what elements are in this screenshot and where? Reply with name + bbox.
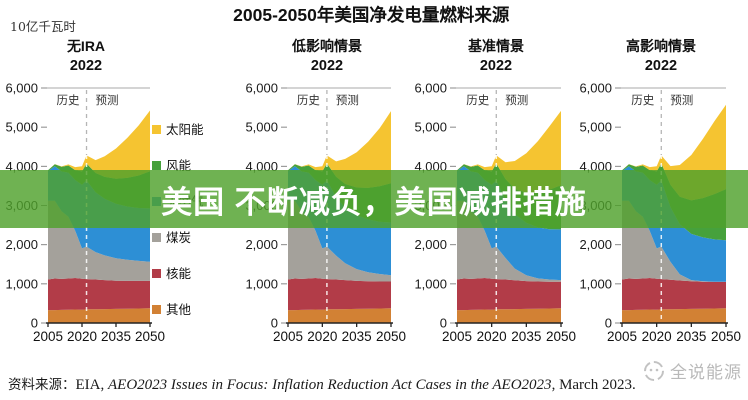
- headline-overlay-text: 美国 不断减负，美国减排措施: [161, 184, 587, 220]
- x-tick-label: 2035: [511, 329, 541, 344]
- source-line: 资料来源：EIA, AEO2023 Issues in Focus: Infla…: [8, 373, 748, 394]
- area-solar: [48, 110, 150, 179]
- watermark-text: 全说能源: [670, 363, 742, 382]
- area-nuclear: [48, 278, 150, 311]
- divider-year-label: 2022: [310, 58, 344, 74]
- y-tick-label: 1,000: [245, 276, 278, 291]
- x-tick-label: 2020: [477, 329, 507, 344]
- y-tick-label: 2,000: [245, 237, 278, 252]
- x-tick-label: 2035: [342, 329, 372, 344]
- legend-swatch-wind: [152, 161, 161, 170]
- history-label: 历史: [631, 94, 654, 107]
- y-tick-label: 0: [31, 316, 38, 331]
- area-other: [457, 308, 561, 323]
- y-axis-unit-label: 10亿千瓦时: [10, 19, 76, 34]
- area-nuclear: [288, 278, 391, 311]
- x-tick-label: 2050: [546, 329, 576, 344]
- forecast-label: 预测: [96, 94, 119, 107]
- legend-label-solar: 太阳能: [166, 122, 204, 137]
- y-tick-label: 5,000: [5, 120, 38, 135]
- forecast-label: 预测: [336, 94, 359, 107]
- panel-title-low-uptake: 低影响情景: [292, 38, 362, 54]
- y-tick-label: 0: [605, 316, 612, 331]
- x-tick-label: 2005: [607, 329, 637, 344]
- y-tick-label: 6,000: [245, 81, 278, 96]
- x-tick-label: 2035: [101, 329, 131, 344]
- history-label: 历史: [297, 94, 320, 107]
- legend-label-wind: 风能: [166, 159, 192, 173]
- area-coal: [288, 200, 391, 282]
- area-solar: [288, 111, 391, 188]
- y-tick-label: 6,000: [579, 81, 612, 96]
- watermark-logo-icon: [644, 360, 664, 381]
- legend-swatch-solar: [152, 125, 161, 134]
- divider-year-label: 2022: [69, 58, 103, 74]
- area-other: [288, 308, 391, 323]
- x-tick-label: 2005: [33, 329, 63, 344]
- legend-label-nuclear: 核能: [166, 267, 192, 281]
- x-tick-label: 2005: [442, 329, 472, 344]
- x-tick-label: 2020: [67, 329, 97, 344]
- area-nuclear: [457, 278, 561, 311]
- x-tick-label: 2005: [273, 329, 303, 344]
- y-tick-label: 5,000: [414, 120, 447, 135]
- y-tick-label: 2,000: [579, 237, 612, 252]
- x-tick-label: 2020: [307, 329, 337, 344]
- divider-year-label: 2022: [644, 58, 678, 74]
- watermark: 全说能源: [642, 358, 742, 383]
- x-tick-label: 2050: [711, 329, 741, 344]
- area-coal: [457, 200, 561, 282]
- source-suffix: , March 2023.: [551, 377, 636, 393]
- panel-title-high-uptake: 高影响情景: [626, 38, 696, 54]
- area-other: [48, 308, 150, 323]
- y-tick-label: 2,000: [414, 237, 447, 252]
- source-report-title: AEO2023 Issues in Focus: Inflation Reduc…: [108, 377, 552, 393]
- legend-label-coal: 煤炭: [166, 231, 191, 245]
- panel-title-no-ira: 无IRA: [66, 38, 106, 54]
- legend-swatch-coal: [152, 233, 161, 242]
- history-label: 历史: [466, 94, 489, 107]
- x-tick-label: 2035: [676, 329, 706, 344]
- x-tick-label: 2020: [642, 329, 672, 344]
- chart-title: 2005-2050年美国净发电量燃料来源: [233, 5, 510, 25]
- y-tick-label: 6,000: [5, 81, 38, 96]
- history-label: 历史: [57, 94, 80, 107]
- y-tick-label: 1,000: [579, 276, 612, 291]
- area-coal: [48, 200, 150, 281]
- headline-overlay-banner: 美国 不断减负，美国减排措施: [0, 170, 748, 228]
- source-label: 资料来源：: [8, 377, 76, 393]
- area-nuclear: [622, 278, 726, 311]
- forecast-label: 预测: [670, 94, 693, 107]
- divider-year-label: 2022: [479, 58, 513, 74]
- y-tick-label: 5,000: [579, 120, 612, 135]
- x-tick-label: 2050: [135, 329, 165, 344]
- y-tick-label: 0: [271, 316, 278, 331]
- area-other: [622, 308, 726, 323]
- y-tick-label: 2,000: [5, 237, 38, 252]
- legend-label-other: 其他: [166, 303, 192, 317]
- forecast-label: 预测: [505, 94, 528, 107]
- legend-swatch-other: [152, 305, 161, 314]
- x-tick-label: 2050: [376, 329, 406, 344]
- panel-title-reference: 基准情景: [468, 38, 524, 54]
- y-tick-label: 6,000: [414, 81, 447, 96]
- y-tick-label: 0: [440, 316, 447, 331]
- area-coal: [622, 200, 726, 282]
- source-org: EIA,: [75, 377, 108, 393]
- legend-swatch-nuclear: [152, 269, 161, 278]
- y-tick-label: 1,000: [5, 276, 38, 291]
- y-tick-label: 5,000: [245, 120, 278, 135]
- y-tick-label: 1,000: [414, 276, 447, 291]
